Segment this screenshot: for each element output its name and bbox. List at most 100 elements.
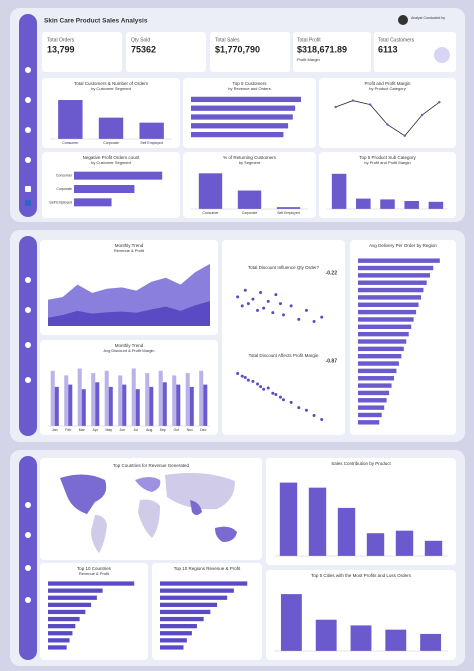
point (246, 302, 250, 306)
x-tick-label: Self Employed (277, 211, 300, 215)
x-tick-label: Consumer (202, 211, 219, 215)
point (236, 372, 240, 376)
bar (98, 117, 124, 139)
bar (358, 265, 434, 271)
bar (191, 105, 296, 111)
chart-title: Sales Contribution by Product (331, 461, 391, 466)
point (240, 374, 244, 378)
bar (191, 96, 301, 103)
bar (395, 530, 414, 556)
point (262, 306, 266, 310)
map-title: Top Countries for Revenue Generated (113, 463, 190, 468)
sidebar (19, 236, 37, 436)
point (312, 320, 316, 324)
bar (276, 207, 301, 209)
point (271, 391, 275, 395)
bar (160, 581, 248, 586)
x-tick-label: Jan (52, 428, 58, 432)
bar (315, 619, 337, 651)
bar (91, 373, 96, 426)
card (183, 78, 316, 148)
chart-title: Top 5 Product Sub Category (359, 155, 416, 160)
card (319, 78, 456, 148)
annotation: -0.87 (326, 358, 338, 364)
analyst: Analyst Conducted by (411, 16, 445, 20)
point (243, 375, 247, 379)
bar (160, 638, 187, 643)
chart-title: Top 5 Customers (232, 81, 267, 86)
bar (160, 595, 228, 600)
x-tick-label: Self Employed (140, 141, 163, 145)
point (334, 105, 337, 109)
point (240, 304, 244, 308)
chart-title: Profit and Profit Margin (364, 81, 411, 86)
map-card: Top Countries for Revenue Generated (40, 458, 262, 560)
point (256, 308, 260, 312)
card (266, 570, 456, 660)
bar (358, 398, 387, 403)
chart-title: Top 5 Cities with the Most Profits and L… (311, 573, 412, 578)
y-tick-label: Consumer (56, 174, 73, 178)
chart-title: Avg Delivery Per Order by Region (369, 243, 437, 248)
bar (160, 645, 184, 650)
point (403, 134, 406, 137)
point (304, 408, 308, 412)
bar (358, 405, 385, 410)
bar (48, 602, 92, 607)
point (278, 302, 282, 306)
point (256, 382, 260, 386)
kpi-label: Qty Sold (131, 37, 150, 43)
chart-subtitle: by Customer Segment (91, 160, 132, 165)
bar (160, 588, 234, 593)
chart-title: % of Returning Customers (223, 155, 277, 160)
point (262, 387, 266, 391)
bar (358, 346, 404, 352)
bar (358, 258, 440, 263)
chart-title: Total Discount Affects Profit Margin (249, 353, 319, 358)
annotation: -0.22 (326, 270, 338, 276)
chart-title: Total Discount Influence Qty Order? (248, 265, 320, 270)
bar (50, 370, 55, 426)
chart-title: Total Customers & Number of Orders (74, 81, 149, 86)
x-tick-label: Dec (200, 428, 206, 432)
chart-subtitle: Avg Discount & Profit Margin (103, 348, 154, 353)
bar (176, 384, 181, 426)
point (289, 400, 293, 404)
point (246, 378, 250, 382)
bar (428, 201, 444, 209)
x-tick-label: Corporate (242, 211, 258, 215)
kpi-label: Total Customers (378, 37, 415, 43)
x-tick-label: Mar (79, 428, 86, 432)
chart-title: Negative Profit Orders count (83, 155, 141, 160)
chart-subtitle: by Customer Segment (91, 86, 132, 91)
bar (358, 280, 427, 285)
bar (279, 482, 298, 556)
kpi-sub: Profit Margin (297, 57, 320, 62)
bar (58, 100, 83, 139)
title: Skin Care Product Sales Analysis (44, 18, 148, 25)
bar (191, 131, 284, 138)
bar (191, 123, 289, 129)
bar (77, 368, 82, 426)
bar (54, 386, 59, 426)
chart-subtitle: by Segment (239, 160, 261, 165)
bar (404, 201, 419, 209)
nav-icons[interactable] (25, 67, 31, 603)
kpi-value: 75362 (131, 44, 156, 54)
point (282, 313, 285, 317)
bar (380, 199, 395, 209)
bar (358, 339, 407, 344)
bar (358, 273, 430, 278)
bar (358, 353, 402, 359)
bar (358, 390, 390, 396)
bar (48, 581, 135, 586)
bar (280, 594, 302, 651)
point (320, 315, 324, 319)
x-tick-label: Jul (134, 428, 139, 432)
bar (104, 370, 109, 426)
bar (350, 625, 372, 651)
x-tick-label: May (105, 428, 112, 432)
kpi-label: Total Sales (215, 37, 240, 43)
bar (149, 386, 154, 426)
bar (358, 376, 394, 381)
